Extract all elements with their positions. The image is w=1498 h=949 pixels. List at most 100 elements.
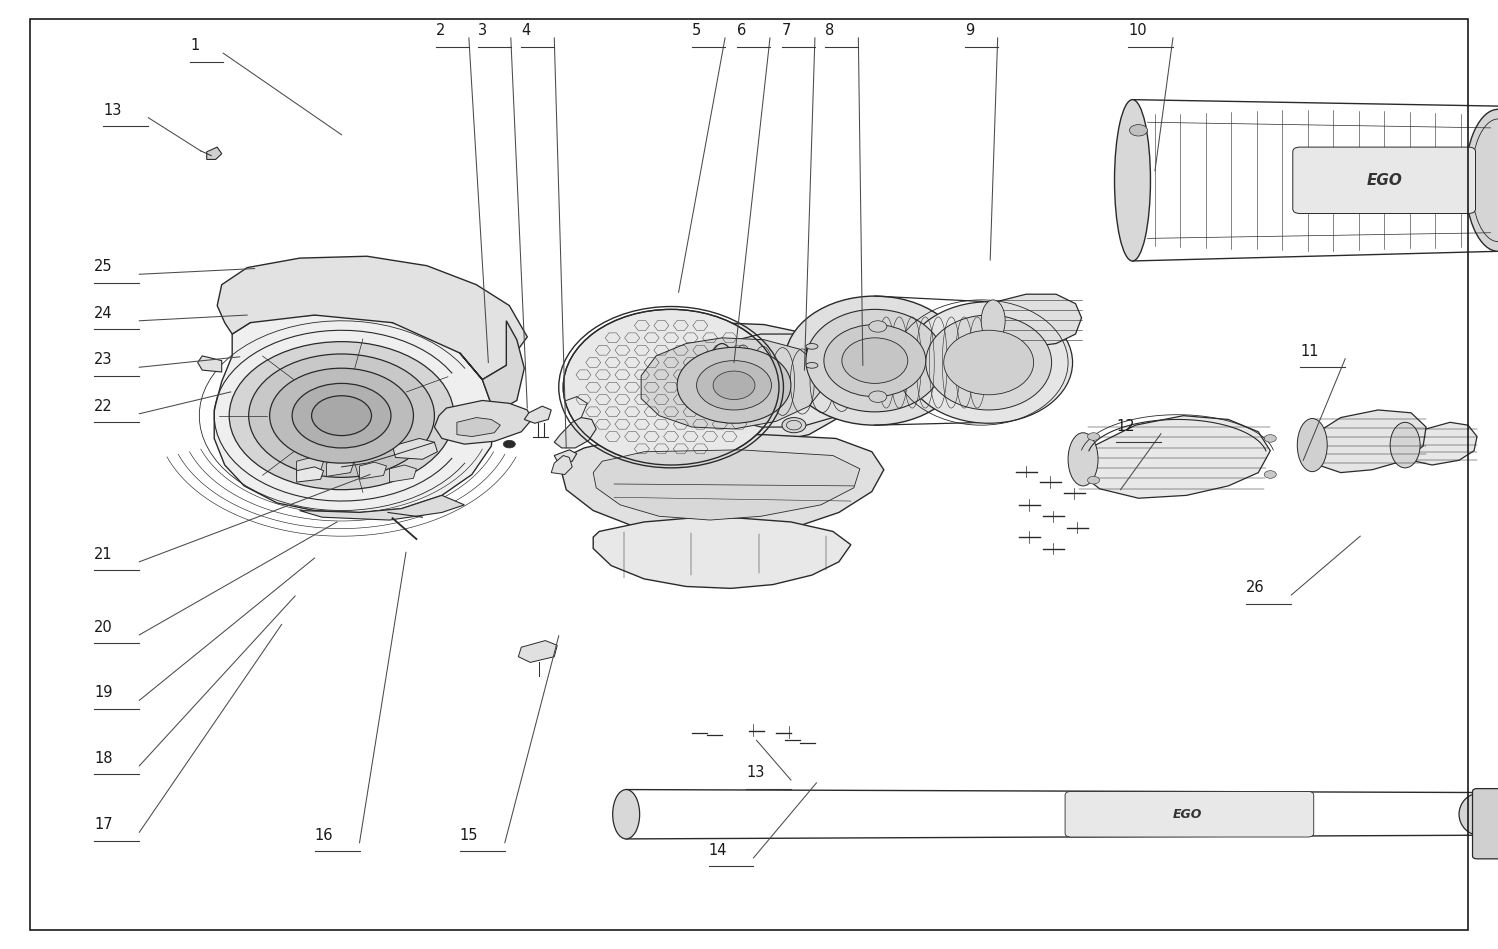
PathPatch shape xyxy=(524,406,551,423)
PathPatch shape xyxy=(698,334,863,427)
FancyBboxPatch shape xyxy=(1065,791,1314,837)
Text: 18: 18 xyxy=(94,751,112,766)
PathPatch shape xyxy=(460,321,524,413)
Ellipse shape xyxy=(707,344,737,419)
Ellipse shape xyxy=(869,321,887,332)
PathPatch shape xyxy=(518,641,557,662)
Ellipse shape xyxy=(613,790,640,839)
Text: 20: 20 xyxy=(94,620,114,635)
Text: 24: 24 xyxy=(94,306,112,321)
PathPatch shape xyxy=(327,459,354,476)
PathPatch shape xyxy=(614,323,857,448)
PathPatch shape xyxy=(554,418,596,448)
Ellipse shape xyxy=(821,363,857,400)
Ellipse shape xyxy=(1264,471,1276,478)
Text: 7: 7 xyxy=(782,23,791,38)
Ellipse shape xyxy=(713,371,755,400)
Text: 21: 21 xyxy=(94,547,112,562)
Ellipse shape xyxy=(806,309,944,412)
Text: 13: 13 xyxy=(746,765,764,780)
PathPatch shape xyxy=(1402,422,1477,465)
Text: 16: 16 xyxy=(315,828,333,843)
PathPatch shape xyxy=(1079,416,1270,498)
Ellipse shape xyxy=(944,330,1034,395)
Text: EGO: EGO xyxy=(1366,173,1402,188)
Text: 25: 25 xyxy=(94,259,112,274)
Ellipse shape xyxy=(503,440,515,448)
Ellipse shape xyxy=(229,342,454,490)
Ellipse shape xyxy=(270,368,413,463)
Ellipse shape xyxy=(716,375,743,392)
PathPatch shape xyxy=(297,467,324,482)
FancyBboxPatch shape xyxy=(1473,789,1498,859)
PathPatch shape xyxy=(806,346,818,365)
Text: 14: 14 xyxy=(709,843,727,858)
PathPatch shape xyxy=(207,147,222,159)
Text: 17: 17 xyxy=(94,817,112,832)
Text: 8: 8 xyxy=(825,23,834,38)
Ellipse shape xyxy=(806,363,818,368)
PathPatch shape xyxy=(297,457,324,474)
Ellipse shape xyxy=(842,338,908,383)
Text: 3: 3 xyxy=(478,23,487,38)
PathPatch shape xyxy=(389,465,416,482)
Ellipse shape xyxy=(312,396,372,436)
PathPatch shape xyxy=(360,462,386,479)
PathPatch shape xyxy=(1312,410,1426,473)
Ellipse shape xyxy=(1390,422,1420,468)
Text: 11: 11 xyxy=(1300,344,1318,359)
Ellipse shape xyxy=(1068,433,1098,486)
Text: 1: 1 xyxy=(190,38,199,53)
PathPatch shape xyxy=(986,294,1082,347)
Text: 4: 4 xyxy=(521,23,530,38)
PathPatch shape xyxy=(198,356,222,372)
PathPatch shape xyxy=(434,400,532,444)
PathPatch shape xyxy=(214,315,494,512)
Ellipse shape xyxy=(1115,100,1150,261)
Text: 19: 19 xyxy=(94,685,112,700)
Text: 2: 2 xyxy=(436,23,445,38)
Ellipse shape xyxy=(249,354,434,477)
PathPatch shape xyxy=(300,495,464,520)
Ellipse shape xyxy=(1264,435,1276,442)
Ellipse shape xyxy=(785,296,965,425)
Ellipse shape xyxy=(697,361,771,410)
Ellipse shape xyxy=(1459,793,1498,835)
Ellipse shape xyxy=(292,383,391,448)
Text: 12: 12 xyxy=(1116,419,1134,434)
PathPatch shape xyxy=(551,456,572,474)
Text: 10: 10 xyxy=(1128,23,1146,38)
Text: 6: 6 xyxy=(737,23,746,38)
Ellipse shape xyxy=(806,344,818,349)
Ellipse shape xyxy=(1088,433,1100,440)
Ellipse shape xyxy=(926,315,1052,410)
Text: 22: 22 xyxy=(94,399,114,414)
PathPatch shape xyxy=(593,518,851,588)
Text: 26: 26 xyxy=(1246,580,1264,595)
Ellipse shape xyxy=(1465,109,1498,251)
Ellipse shape xyxy=(824,325,926,397)
FancyBboxPatch shape xyxy=(1293,147,1476,214)
Text: 15: 15 xyxy=(460,828,478,843)
Ellipse shape xyxy=(869,391,887,402)
PathPatch shape xyxy=(560,435,884,535)
PathPatch shape xyxy=(641,338,824,429)
PathPatch shape xyxy=(217,256,527,380)
PathPatch shape xyxy=(392,438,437,459)
Text: EGO: EGO xyxy=(1173,808,1203,821)
Ellipse shape xyxy=(677,347,791,423)
PathPatch shape xyxy=(457,418,500,437)
PathPatch shape xyxy=(593,450,860,520)
Ellipse shape xyxy=(905,302,1073,423)
Text: 5: 5 xyxy=(692,23,701,38)
PathPatch shape xyxy=(830,332,899,370)
Text: 9: 9 xyxy=(965,23,974,38)
Ellipse shape xyxy=(1129,124,1147,136)
PathPatch shape xyxy=(554,450,577,464)
Ellipse shape xyxy=(1297,419,1327,472)
Text: 13: 13 xyxy=(103,102,121,118)
Ellipse shape xyxy=(563,309,779,465)
Ellipse shape xyxy=(981,300,1005,342)
Ellipse shape xyxy=(1088,476,1100,484)
Ellipse shape xyxy=(782,418,806,433)
